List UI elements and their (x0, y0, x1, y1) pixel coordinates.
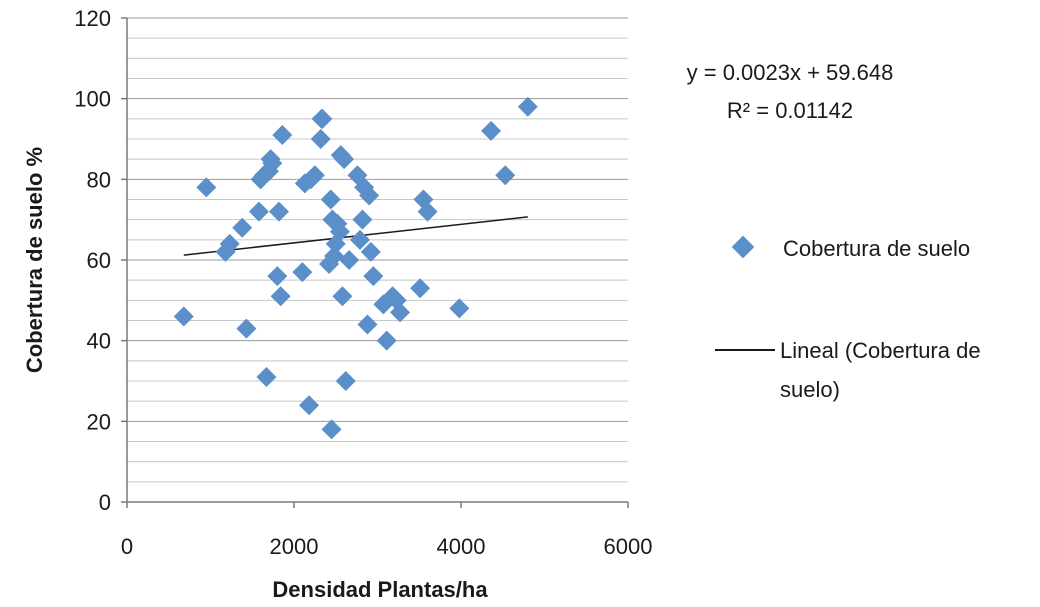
data-point (410, 278, 431, 299)
data-point (324, 245, 345, 266)
data-point (319, 254, 340, 275)
data-point (390, 302, 411, 323)
x-tick-label: 2000 (270, 534, 319, 559)
data-point (321, 419, 342, 440)
data-point (268, 201, 289, 222)
data-point (495, 165, 516, 186)
data-point (335, 371, 356, 391)
data-point (481, 120, 502, 141)
data-points (173, 96, 538, 440)
y-tick-label: 60 (87, 248, 111, 273)
y-tick-label: 0 (99, 490, 111, 515)
data-point (329, 221, 350, 242)
legend-label-trend-line2: suelo) (780, 377, 840, 402)
legend-label-trend-line1: Lineal (Cobertura de (780, 338, 981, 363)
data-point (236, 318, 257, 339)
data-point (449, 298, 470, 319)
x-tick-label: 6000 (604, 534, 653, 559)
data-point (363, 266, 384, 287)
y-tick-label: 40 (87, 329, 111, 354)
data-point (349, 229, 370, 250)
data-point (292, 262, 313, 283)
tick-labels: 0 20 40 60 80 100 120 0 2000 4000 6000 (74, 6, 652, 559)
data-point (262, 153, 283, 174)
data-point (360, 241, 381, 262)
x-tick-label: 4000 (437, 534, 486, 559)
data-point (359, 185, 380, 206)
data-point (256, 366, 277, 387)
data-point (334, 149, 355, 170)
data-point (270, 286, 291, 307)
trendline-equation: y = 0.0023x + 59.648 (687, 60, 894, 85)
data-point (417, 201, 438, 222)
data-point (352, 209, 373, 230)
data-point (219, 233, 240, 254)
legend-label-series: Cobertura de suelo (783, 236, 970, 261)
x-tick-label: 0 (121, 534, 133, 559)
data-point (232, 217, 253, 238)
data-point (196, 177, 217, 198)
data-point (517, 96, 538, 117)
gridlines (127, 17, 628, 483)
y-axis-title: Cobertura de suelo % (22, 147, 47, 373)
data-point (320, 189, 341, 210)
legend: Cobertura de suelo Lineal (Cobertura de … (715, 235, 981, 402)
legend-marker-icon (731, 235, 755, 259)
data-point (312, 108, 333, 129)
data-point (376, 330, 397, 351)
data-point (310, 129, 331, 149)
data-point (248, 201, 269, 222)
data-point (173, 306, 194, 327)
data-point (357, 314, 378, 335)
data-point (304, 165, 325, 186)
data-point (332, 286, 353, 307)
y-tick-label: 80 (87, 167, 111, 192)
data-point (299, 395, 320, 416)
y-tick-label: 120 (74, 6, 111, 31)
x-axis-title: Densidad Plantas/ha (272, 577, 488, 602)
data-point (272, 124, 293, 145)
trendline-r-squared: R² = 0.01142 (727, 98, 853, 123)
y-tick-label: 20 (87, 409, 111, 434)
y-tick-label: 100 (74, 87, 111, 112)
data-point (339, 250, 360, 270)
data-point (267, 266, 288, 287)
